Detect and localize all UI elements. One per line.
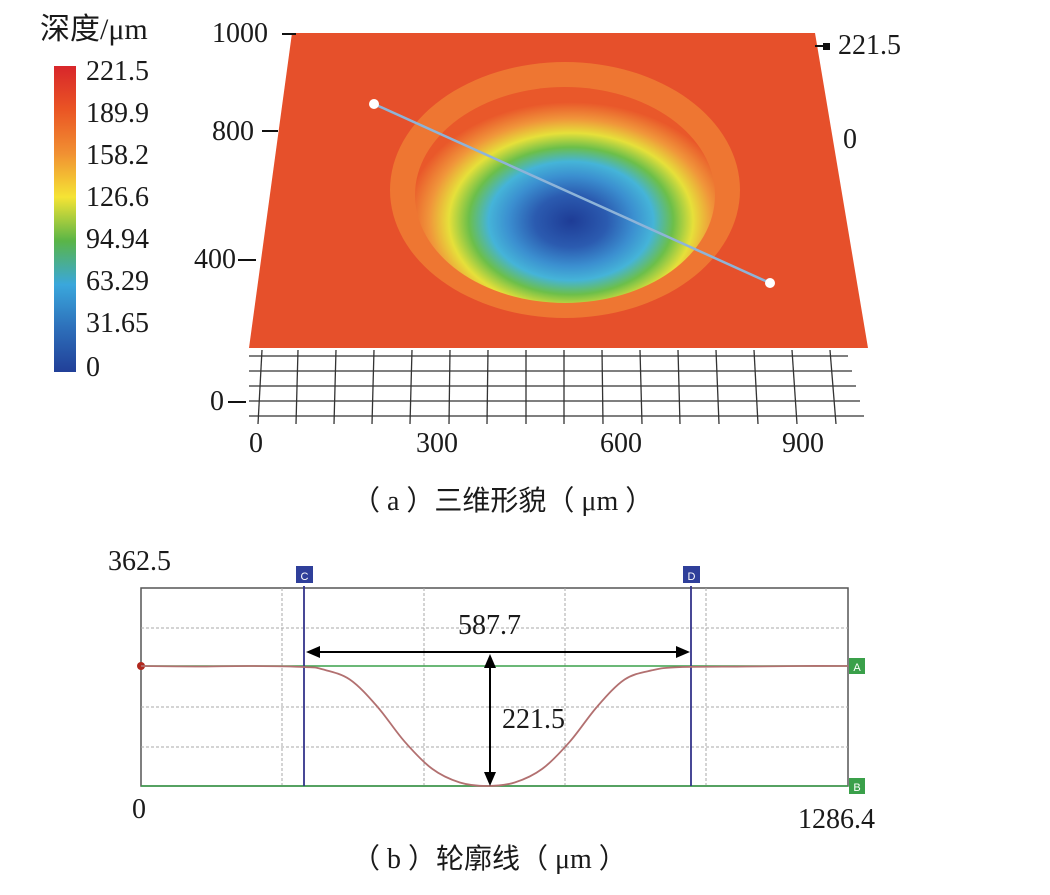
crater (415, 87, 715, 303)
reference-label-a: A (853, 662, 861, 674)
z-tick-0: 0 (843, 124, 857, 155)
colorbar-tick-221.5: 221.5 (86, 56, 149, 87)
plot-grid (141, 588, 848, 786)
y-tick-400: 400 (194, 244, 236, 275)
profile-line-start (369, 99, 379, 109)
colorbar-tick-63.29: 63.29 (86, 266, 149, 297)
x-tick-600: 600 (600, 428, 642, 459)
z-axis-marker (823, 43, 830, 50)
colorbar (54, 66, 76, 372)
grid-floor (249, 349, 864, 425)
x-tick-0: 0 (249, 428, 263, 459)
y-axis-ticks (228, 33, 296, 403)
y-tick-1000: 1000 (212, 18, 268, 49)
colorbar-tick-126.6: 126.6 (86, 182, 149, 213)
caption-b: （ b ）轮廓线（ μm ） (352, 844, 627, 875)
reference-marker-a (849, 658, 865, 674)
x-tick-900: 900 (782, 428, 824, 459)
cursor-marker-d (683, 566, 700, 583)
profile-line-end (765, 278, 775, 288)
colorbar-tick-0: 0 (86, 352, 100, 383)
x-tick-300: 300 (416, 428, 458, 459)
cursor-label-d: D (688, 571, 696, 583)
colorbar-title: 深度/μm (40, 13, 148, 46)
caption-a: （ a ）三维形貌（ μm ） (352, 486, 654, 517)
profile-line (373, 102, 771, 285)
colorbar-tick-31.65: 31.65 (86, 308, 149, 339)
plot-frame (140, 587, 849, 787)
colorbar-tick-158.2: 158.2 (86, 140, 149, 171)
depth-arrow (484, 654, 496, 786)
depth-annotation: 221.5 (502, 704, 565, 735)
y-max-label: 362.5 (108, 546, 171, 577)
width-arrow (306, 646, 690, 658)
x-max-label: 1286.4 (798, 804, 875, 835)
x-min-label: 0 (132, 794, 146, 825)
cursor-marker-c (296, 566, 313, 583)
y-tick-0: 0 (210, 386, 224, 417)
reference-label-b: B (853, 782, 860, 794)
y-tick-800: 800 (212, 116, 254, 147)
profile-curve (140, 665, 849, 787)
z-tick-221.5: 221.5 (838, 30, 901, 61)
colorbar-tick-94.94: 94.94 (86, 224, 149, 255)
colorbar-tick-189.9: 189.9 (86, 98, 149, 129)
width-annotation: 587.7 (458, 610, 521, 641)
cursor-label-c: C (301, 571, 309, 583)
reference-marker-b (849, 778, 865, 794)
